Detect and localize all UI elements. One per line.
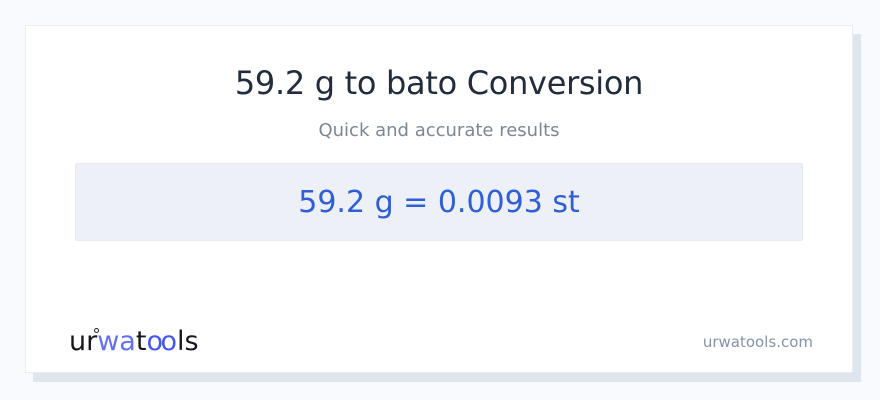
card-footer: ur wa t oo ls urwatools.com — [69, 326, 813, 358]
brand-logo[interactable]: ur wa t oo ls — [69, 326, 199, 358]
conversion-result: 59.2 g = 0.0093 st — [298, 184, 580, 220]
site-domain: urwatools.com — [702, 332, 813, 351]
logo-text-ls: ls — [177, 325, 199, 357]
logo-glasses-icon: oo — [146, 325, 177, 357]
page-title: 59.2 g to bato Conversion — [234, 64, 644, 102]
conversion-card: 59.2 g to bato Conversion Quick and accu… — [25, 25, 853, 373]
logo-text-t: t — [135, 325, 147, 357]
page-subtitle: Quick and accurate results — [318, 120, 560, 141]
logo-text-ur: ur — [69, 325, 98, 357]
result-box: 59.2 g = 0.0093 st — [75, 163, 803, 241]
logo-ring-icon — [94, 327, 100, 333]
logo-text-wa: wa — [94, 326, 136, 358]
